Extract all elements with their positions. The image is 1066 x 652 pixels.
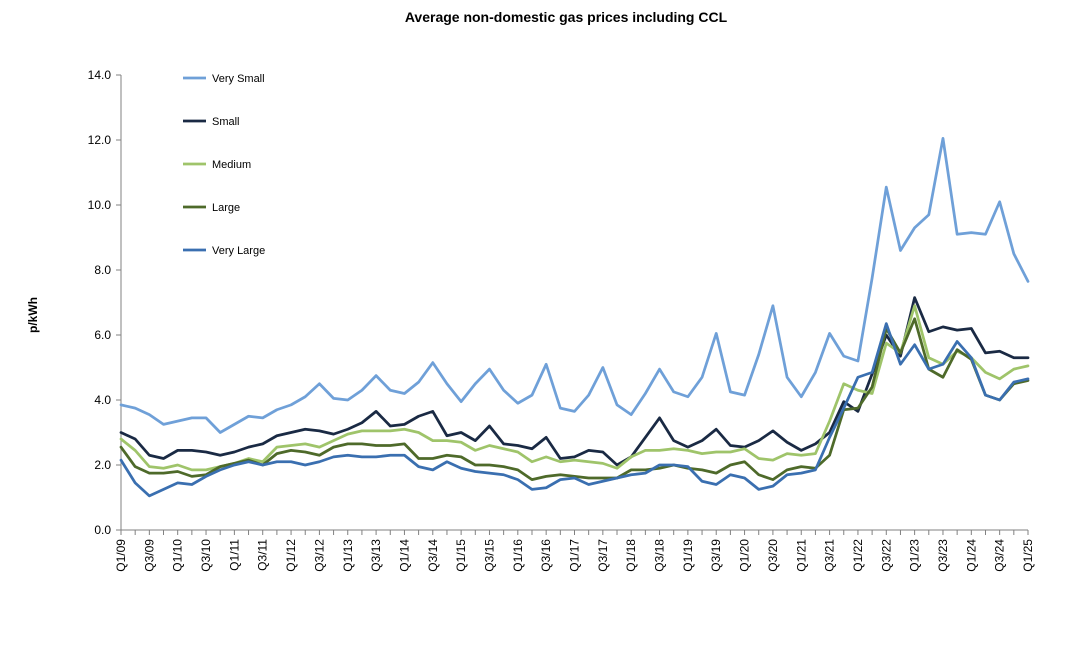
x-tick-label: Q3/23 (936, 539, 950, 572)
x-tick-label: Q1/09 (114, 539, 128, 572)
x-tick-label: Q1/21 (794, 539, 808, 572)
legend-label-very-small: Very Small (212, 73, 265, 85)
y-tick-label: 0.0 (94, 523, 111, 537)
x-tick-label: Q1/15 (454, 539, 468, 572)
x-tick-label: Q3/12 (312, 539, 326, 572)
series-line-very-small (119, 137, 1030, 434)
y-tick-label: 2.0 (94, 458, 111, 472)
y-tick-label: 14.0 (88, 68, 112, 82)
x-tick-label: Q3/14 (426, 539, 440, 572)
series-lines (119, 137, 1030, 498)
x-tick-label: Q3/15 (482, 539, 496, 572)
x-tick-label: Q1/10 (171, 539, 185, 572)
x-tick-label: Q3/17 (596, 539, 610, 572)
chart-title: Average non-domestic gas prices includin… (405, 9, 728, 25)
legend-label-medium: Medium (212, 159, 251, 171)
x-tick-label: Q3/18 (653, 539, 667, 572)
legend: Very Small Small Medium Large Very Large (183, 73, 265, 257)
x-tick-label: Q3/11 (256, 539, 270, 571)
x-tick-label: Q1/19 (681, 539, 695, 572)
x-tick-label: Q3/20 (766, 539, 780, 572)
x-tick-label: Q3/21 (823, 539, 837, 572)
legend-label-very-large: Very Large (212, 245, 265, 257)
x-tick-label: Q1/16 (511, 539, 525, 572)
series-line-large (119, 317, 1030, 482)
x-tick-label: Q3/24 (993, 539, 1007, 572)
x-tick-label: Q3/16 (539, 539, 553, 572)
y-tick-label: 10.0 (88, 198, 112, 212)
x-tick-label: Q1/24 (964, 539, 978, 572)
y-tick-label: 4.0 (94, 393, 111, 407)
axes: 0.0 2.0 4.0 6.0 8.0 10.0 12.0 14.0 Q1/09 Q3/09 Q1/… (88, 68, 1035, 572)
x-tick-label: Q3/19 (709, 539, 723, 572)
x-tick-label: Q1/25 (1021, 539, 1035, 572)
x-tick-label: Q1/11 (227, 539, 241, 571)
x-tick-label: Q1/18 (624, 539, 638, 572)
x-tick-label: Q3/13 (369, 539, 383, 572)
x-tick-label: Q1/20 (738, 539, 752, 572)
series-line-small (119, 296, 1030, 467)
x-tick-label: Q1/17 (568, 539, 582, 572)
y-tick-label: 8.0 (94, 263, 111, 277)
legend-label-small: Small (212, 116, 240, 128)
x-tick-label: Q1/23 (908, 539, 922, 572)
y-tick-label: 12.0 (88, 133, 112, 147)
x-tick-label: Q1/22 (851, 539, 865, 572)
x-tick-label: Q1/14 (397, 539, 411, 572)
y-tick-label: 6.0 (94, 328, 111, 342)
x-tick-label: Q3/10 (199, 539, 213, 572)
x-tick-label: Q3/09 (142, 539, 156, 572)
series-line-medium (119, 304, 1030, 472)
x-tick-label: Q1/13 (341, 539, 355, 572)
x-tick-label: Q1/12 (284, 539, 298, 572)
y-axis-label: p/kWh (26, 297, 40, 333)
legend-label-large: Large (212, 202, 240, 214)
series-line-very-large (119, 322, 1030, 498)
x-tick-label: Q3/22 (879, 539, 893, 572)
